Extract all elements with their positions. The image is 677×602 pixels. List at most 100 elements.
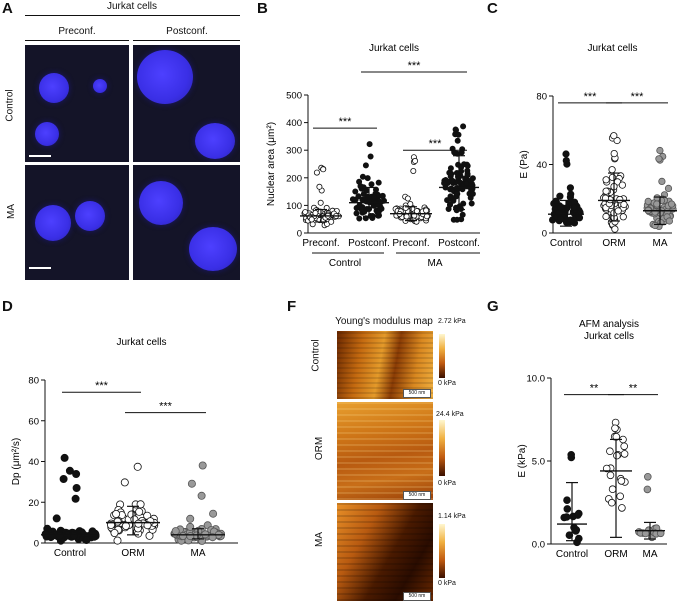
chart-B-data-point bbox=[355, 193, 362, 200]
chart-C-significance-label: *** bbox=[631, 91, 645, 103]
chart-C-data-point bbox=[567, 190, 575, 198]
afm-scale-bar: 500 nm bbox=[403, 491, 431, 500]
chart-B-category-label: Preconf. bbox=[302, 238, 339, 249]
chart-D-category-label: ORM bbox=[121, 548, 144, 559]
chart-G-data-point bbox=[643, 485, 652, 494]
chart-C-data-point bbox=[602, 176, 610, 184]
chart-C-category-label: Control bbox=[550, 238, 582, 249]
chart-G-category-label: MA bbox=[643, 549, 658, 560]
chart-B-data-point bbox=[464, 162, 471, 169]
chart-B-data-point bbox=[364, 175, 371, 182]
chart-D-y-tick-label: 0 bbox=[34, 539, 39, 550]
chart-B-data-point bbox=[353, 210, 360, 217]
chart-B-data-point bbox=[404, 195, 411, 202]
chart-C-data-point bbox=[644, 197, 652, 205]
chart-D-data-point bbox=[88, 529, 97, 538]
chart-B-data-point bbox=[357, 183, 364, 190]
colorbar-ma bbox=[439, 524, 445, 578]
chart-B-data-point bbox=[308, 216, 315, 223]
chart-C-data-point bbox=[610, 132, 618, 140]
nucleus bbox=[139, 181, 183, 225]
chart-C-data-point bbox=[613, 136, 621, 145]
chart-B-data-point bbox=[372, 186, 379, 193]
chart-B-data-point bbox=[317, 199, 324, 206]
chart-D-category-label: Control bbox=[54, 548, 86, 559]
chart-B-significance-label: *** bbox=[339, 116, 353, 128]
panel-b-label: B bbox=[257, 0, 268, 17]
colorbar-control bbox=[439, 334, 445, 378]
chart-B-data-point bbox=[352, 188, 359, 195]
chart-C-data-point bbox=[655, 155, 663, 163]
colorbar-orm bbox=[439, 420, 445, 476]
chart-D-data-point bbox=[197, 491, 206, 500]
chart-D-significance-label: *** bbox=[159, 401, 173, 413]
colorbar-control-min: 0 kPa bbox=[438, 380, 456, 387]
chart-G-data-point bbox=[606, 471, 615, 480]
nucleus bbox=[35, 122, 59, 146]
chart-C-y-tick-label: 80 bbox=[536, 92, 547, 103]
chart-B-data-point bbox=[454, 137, 461, 144]
chart-B-group-label: MA bbox=[428, 258, 443, 269]
afm-scale-bar: 500 nm bbox=[403, 592, 431, 601]
nucleus bbox=[39, 73, 69, 103]
afm-map-ma: 500 nm bbox=[337, 503, 433, 601]
chart-G-category-label: Control bbox=[556, 549, 588, 560]
chart-D-data-point bbox=[171, 527, 180, 536]
panel-c-label: C bbox=[487, 0, 498, 17]
chart-G-data-point bbox=[620, 442, 628, 451]
chart-B-data-point bbox=[447, 165, 454, 172]
chart-C-data-point bbox=[664, 184, 673, 192]
chart-C-data-point bbox=[608, 166, 616, 174]
chart-D-y-tick-label: 20 bbox=[28, 498, 39, 509]
nucleus bbox=[189, 227, 237, 271]
afm-map-control: 500 nm bbox=[337, 331, 433, 399]
chart-G-data-point bbox=[602, 464, 611, 473]
chart-D-data-point bbox=[71, 494, 80, 503]
chart-G-data-point bbox=[616, 492, 624, 501]
chart-B-data-point bbox=[367, 153, 374, 160]
panel-a-title-line bbox=[25, 15, 240, 16]
chart-G-subtitle: Jurkat cells bbox=[584, 331, 634, 342]
chart-G-data-point bbox=[608, 485, 617, 494]
chart-D-y-tick-label: 80 bbox=[28, 376, 39, 387]
chart-B-data-point bbox=[316, 183, 323, 190]
chart-G-data-point bbox=[563, 496, 571, 505]
chart-B-data-point bbox=[379, 192, 386, 199]
chart-B-data-point bbox=[356, 215, 363, 222]
chart-B-data-point bbox=[375, 179, 382, 186]
nucleus bbox=[195, 123, 235, 159]
chart-B-y-tick-label: 400 bbox=[286, 118, 302, 129]
chart-C-data-point bbox=[620, 200, 628, 209]
chart-B-significance-label: *** bbox=[429, 138, 443, 150]
chart-B-category-label: Preconf. bbox=[392, 238, 429, 249]
chart-D-y-tick-label: 60 bbox=[28, 416, 39, 427]
colorbar-ma-min: 0 kPa bbox=[438, 580, 456, 587]
chart-B-data-point bbox=[423, 213, 430, 220]
panel-a-title: Jurkat cells bbox=[106, 1, 158, 12]
chart-D-data-point bbox=[186, 522, 195, 531]
chart-B-data-point bbox=[464, 172, 471, 179]
chart-C-data-point bbox=[562, 150, 570, 158]
chart-B-group-label: Control bbox=[329, 258, 361, 269]
chart-B-data-point bbox=[423, 207, 430, 214]
chart-D-data-point bbox=[65, 466, 74, 475]
chart-D-category-label: MA bbox=[191, 548, 206, 559]
chart-C-data-point bbox=[611, 225, 619, 233]
chart-D-data-point bbox=[110, 529, 119, 538]
scale-bar bbox=[29, 267, 51, 269]
chart-D-y-label: Dp (μm²/s) bbox=[11, 438, 22, 485]
chart-G-data-point bbox=[565, 531, 574, 539]
chart-D-data-point bbox=[113, 536, 122, 545]
chart-B-data-point bbox=[362, 162, 369, 169]
chart-G-title: AFM analysis bbox=[579, 319, 639, 330]
chart-B-data-point bbox=[313, 169, 320, 176]
chart-D-data-point bbox=[112, 509, 121, 518]
chart-G-data-point bbox=[620, 450, 629, 458]
chart-C-category-label: ORM bbox=[602, 238, 625, 249]
chart-B-data-point bbox=[412, 157, 419, 164]
chart-D-data-point bbox=[134, 519, 143, 528]
chart-B-data-point bbox=[468, 200, 475, 207]
chart-G-y-tick-label: 10.0 bbox=[527, 374, 546, 385]
nucleus bbox=[137, 50, 193, 104]
chart-G-data-point bbox=[567, 450, 575, 459]
